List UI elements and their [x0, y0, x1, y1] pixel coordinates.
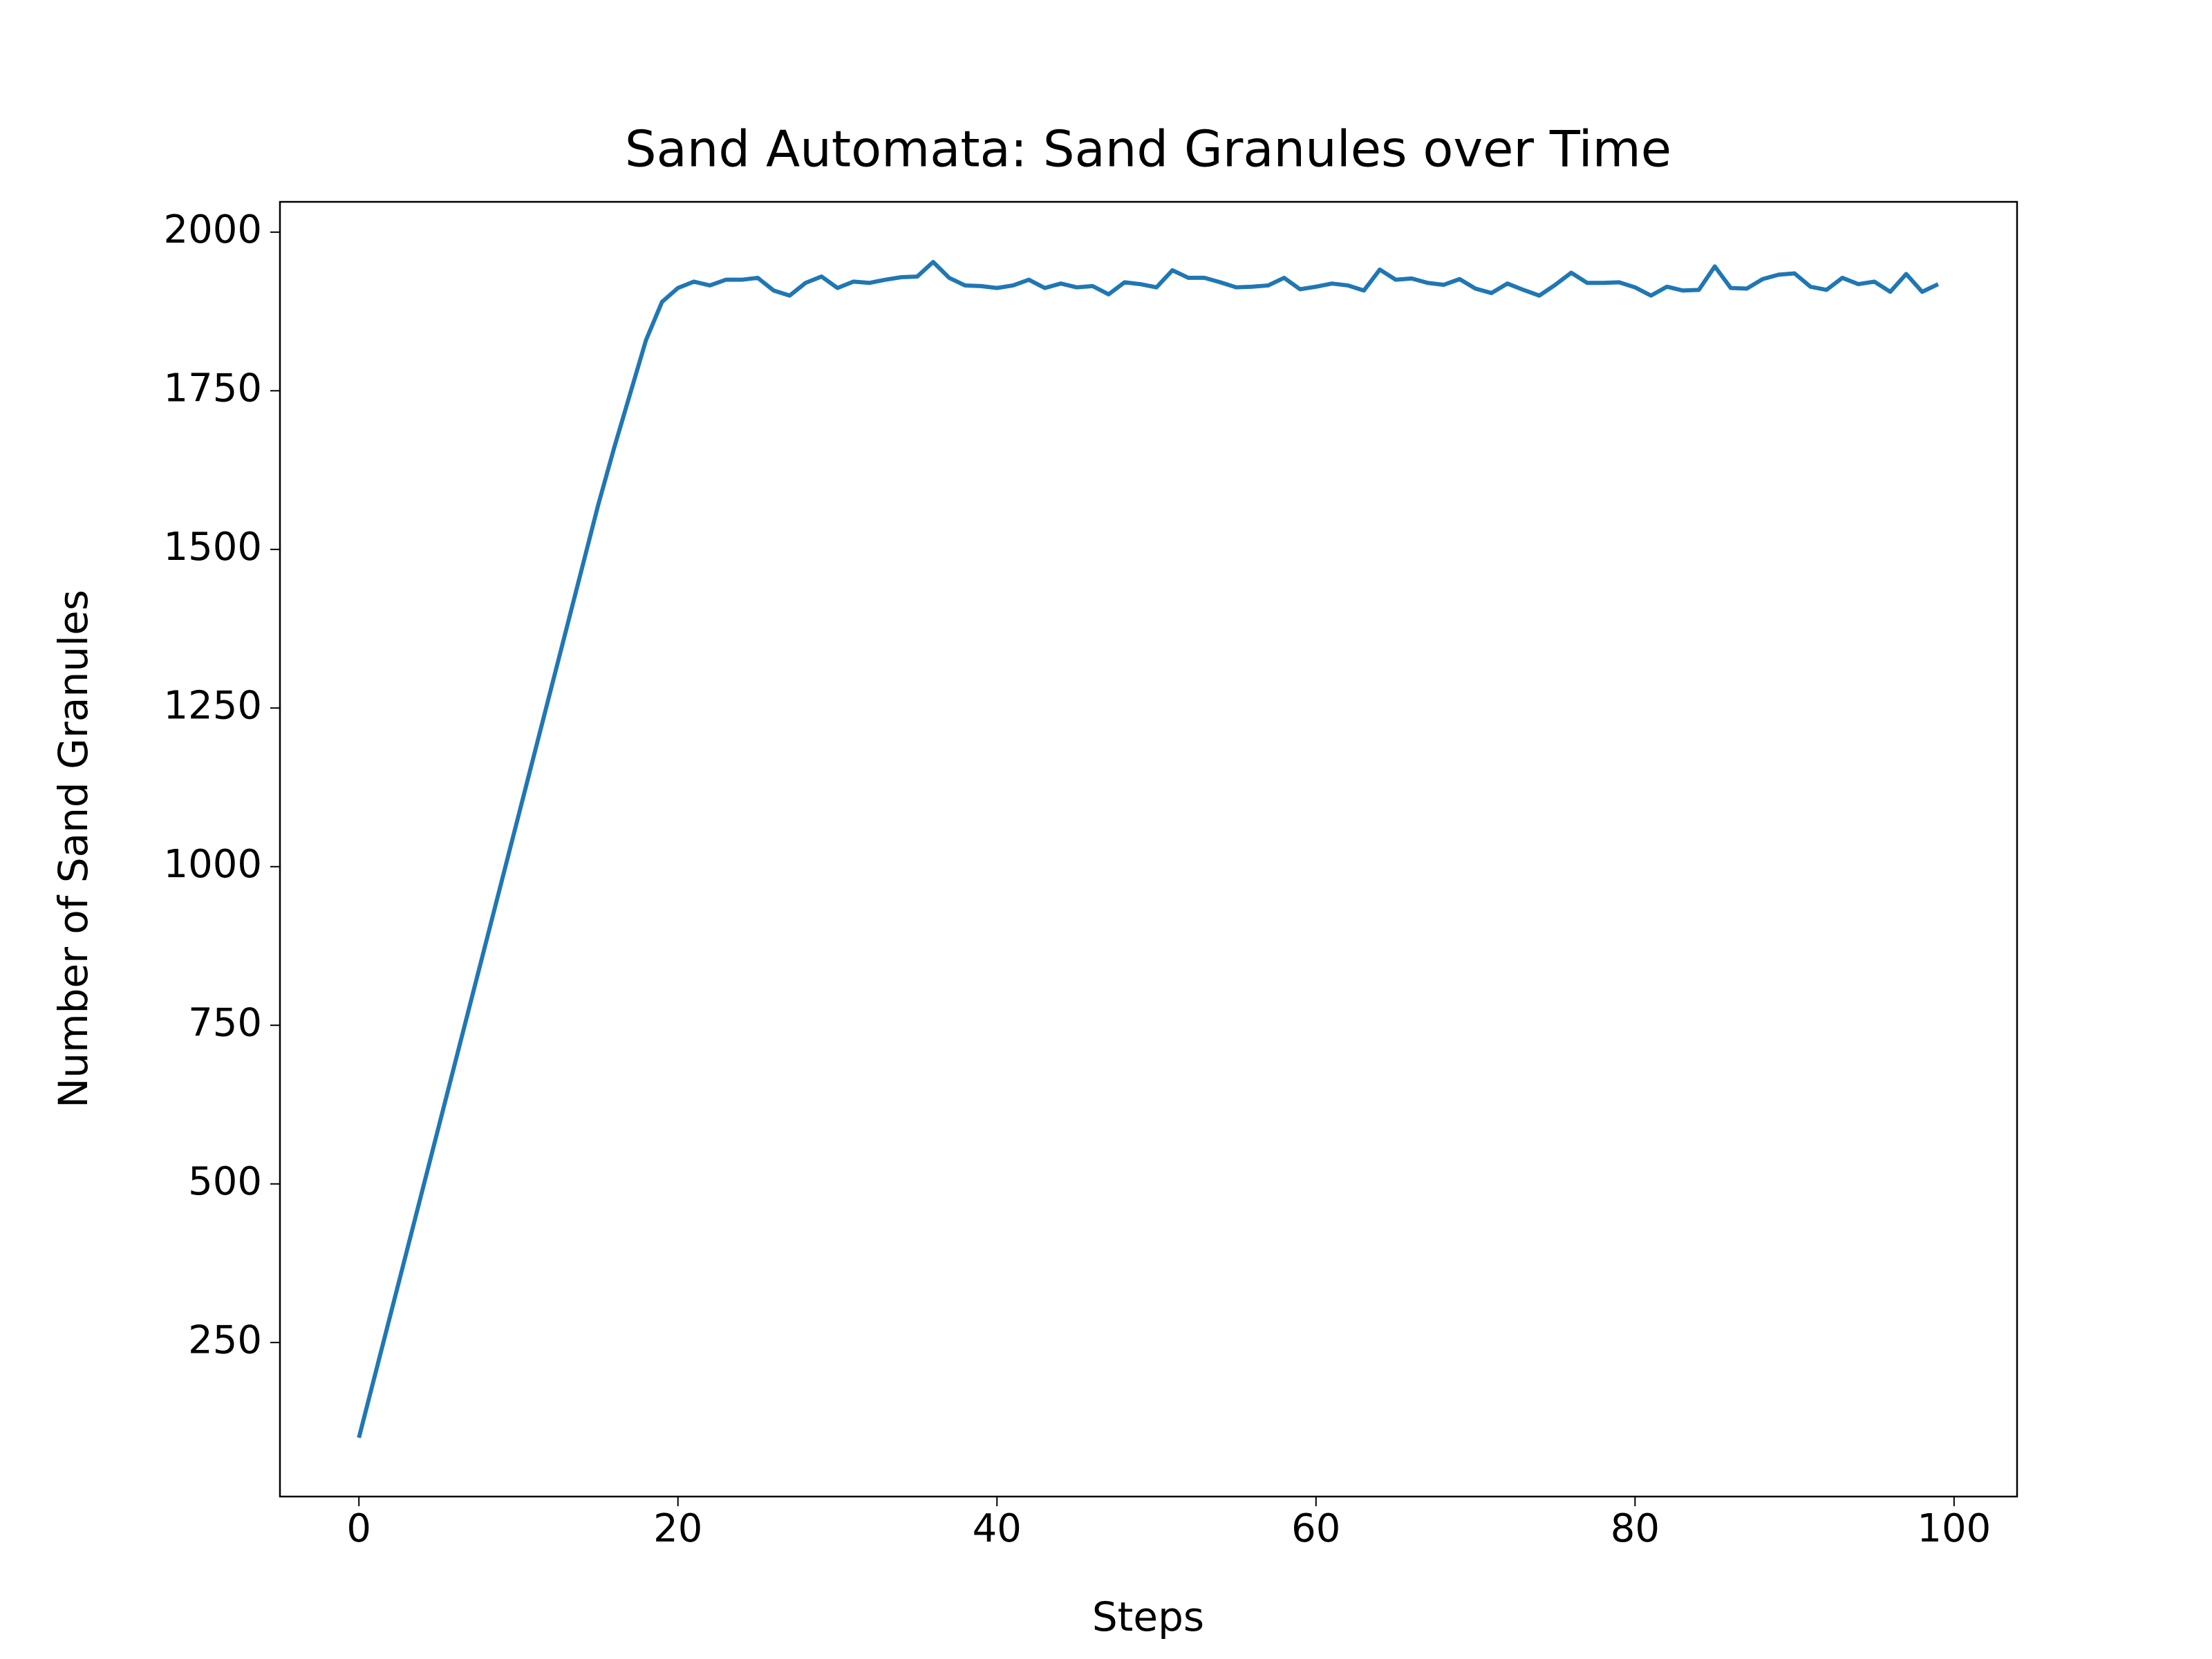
y-tick-label: 1000 — [163, 842, 262, 887]
y-tick-label: 750 — [188, 1000, 262, 1045]
x-axis-label: Steps — [1092, 1593, 1204, 1640]
y-tick-label: 2000 — [163, 207, 262, 252]
x-tick-label: 80 — [1611, 1506, 1660, 1551]
line — [357, 259, 1940, 1438]
y-axis-label: Number of Sand Granules — [50, 590, 97, 1108]
x-tick-label: 0 — [346, 1506, 371, 1551]
x-tick-label: 60 — [1291, 1506, 1340, 1551]
y-tick-label: 1250 — [163, 683, 262, 728]
x-tick-label: 40 — [973, 1506, 1022, 1551]
y-tick-label: 500 — [188, 1159, 262, 1204]
x-tick-label: 100 — [1917, 1506, 1991, 1551]
x-tick-label: 20 — [653, 1506, 702, 1551]
y-tick-label: 1750 — [163, 366, 262, 411]
y-tick-label: 1500 — [163, 525, 262, 570]
y-tick-label: 250 — [188, 1318, 262, 1362]
plot-frame — [279, 200, 2018, 1498]
chart-title: Sand Automata: Sand Granules over Time — [625, 120, 1671, 178]
